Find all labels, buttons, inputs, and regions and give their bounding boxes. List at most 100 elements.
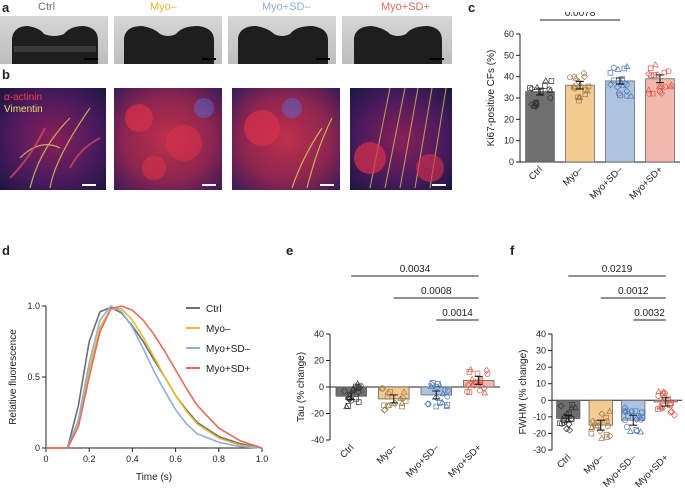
series-line-1	[46, 308, 263, 449]
data-point	[633, 415, 641, 423]
data-point	[378, 385, 385, 392]
x-tick-label: 1.0	[256, 454, 269, 464]
x-tick-label: Ctrl	[338, 442, 356, 460]
data-point	[656, 403, 664, 410]
data-point	[647, 65, 654, 72]
data-point	[603, 431, 610, 438]
data-point	[582, 91, 589, 98]
y-tick-label: -30	[533, 445, 546, 455]
brightfield-image-myo-minus	[114, 16, 222, 64]
data-point	[649, 90, 656, 97]
data-point	[575, 93, 583, 100]
y-axis-label: Relative fluorescence	[8, 329, 19, 425]
x-tick-label: 0.6	[169, 454, 182, 464]
data-point	[385, 401, 392, 409]
data-point	[354, 388, 362, 396]
data-point	[464, 381, 472, 389]
data-point	[471, 382, 478, 389]
x-tick-label: Ctrl	[527, 164, 545, 182]
chart-e-plot: -40 -20 0 20 40 Tau (% change) Ctrl Myo– Myo+SD–…	[296, 264, 500, 480]
data-point	[639, 409, 645, 416]
data-point	[429, 380, 436, 386]
data-point	[598, 410, 606, 418]
stain-label-actinin: α-actinin	[4, 92, 43, 103]
data-point	[427, 380, 435, 388]
data-point	[547, 94, 554, 101]
chart-e: -40 -20 0 20 40 Tau (% change) Ctrl Myo– Myo+SD–…	[296, 264, 500, 480]
x-tick-label: Myo+SD–	[588, 164, 626, 202]
y-tick-label: 60	[504, 29, 514, 39]
data-point	[399, 403, 405, 410]
x-tick-label: 0.8	[213, 454, 226, 464]
chart-f: -30 -20 -10 0 10 20 30 40 FWHM (% change) Ctrl Myo…	[518, 264, 682, 490]
fluorescence-image-myo-sd-plus	[350, 88, 452, 190]
data-point	[397, 395, 405, 402]
data-point	[661, 69, 668, 76]
data-point	[626, 427, 634, 434]
y-tick-label: 20	[314, 356, 324, 366]
data-point	[654, 71, 662, 79]
data-point	[613, 83, 621, 91]
chart-d-plot: 0 0.5 1.0 0 0.2 0.4 0.6 0.8 1.0 Time (s) Relative …	[8, 301, 268, 483]
data-point	[546, 86, 553, 93]
p-value-label: 0.0014	[442, 308, 473, 319]
data-point	[484, 370, 491, 377]
data-point	[381, 406, 389, 414]
data-point	[576, 97, 582, 104]
data-point	[530, 101, 538, 109]
header-myo-minus: Myo–	[150, 1, 177, 13]
data-point	[483, 367, 491, 375]
data-point	[628, 407, 636, 415]
brightfield-row	[0, 16, 452, 64]
y-tick-label: 0	[35, 443, 40, 453]
data-point	[606, 432, 614, 440]
chart-c-plot: 0 10 20 30 40 50 60 Ki67-positive CFs (%) Ctrl My…	[486, 12, 680, 202]
y-axis-label: Ki67-positive CFs (%)	[486, 50, 497, 147]
data-point	[527, 85, 533, 91]
data-point	[592, 421, 600, 428]
x-tick-label: Myo–	[561, 164, 586, 189]
brightfield-image-ctrl	[0, 16, 108, 64]
data-point	[583, 87, 591, 94]
data-point	[667, 407, 675, 415]
data-point	[548, 78, 555, 84]
data-point	[557, 402, 565, 410]
x-tick-label: Myo+SD+	[627, 164, 665, 202]
p-value-label: 0.0008	[421, 286, 452, 297]
bar	[605, 80, 635, 163]
data-point	[542, 83, 548, 89]
data-point	[466, 369, 473, 375]
data-point	[391, 399, 399, 407]
data-point	[617, 92, 623, 99]
header-myo-sd-plus: Myo+SD+	[381, 1, 430, 13]
y-tick-label: -40	[311, 435, 324, 445]
x-tick-label: Ctrl	[555, 452, 573, 470]
data-point	[468, 375, 476, 382]
data-point	[596, 427, 604, 435]
data-point	[437, 400, 443, 406]
chart-f-plot: -30 -20 -10 0 10 20 30 40 FWHM (% change) Ctrl Myo…	[518, 264, 682, 490]
data-point	[477, 377, 484, 383]
data-point	[528, 85, 536, 93]
header-myo-sd-minus: Myo+SD–	[262, 1, 311, 13]
data-point	[355, 399, 362, 405]
data-point	[652, 61, 659, 68]
data-point	[538, 88, 544, 95]
data-point	[622, 417, 628, 424]
data-point	[480, 384, 488, 392]
data-point	[659, 397, 667, 404]
brightfield-image-myo-sd-plus	[342, 16, 452, 64]
data-point	[610, 64, 617, 71]
legend-label: Ctrl	[206, 304, 222, 315]
data-point	[572, 404, 579, 411]
data-point	[580, 73, 588, 81]
p-value-label: 0.0034	[400, 264, 431, 275]
y-tick-label: 40	[504, 72, 514, 82]
data-point	[623, 87, 631, 95]
x-tick-label: Myo+SD+	[633, 452, 671, 490]
data-point	[621, 65, 628, 72]
panel-label-f: f	[510, 243, 515, 258]
fluorescence-image-myo-minus	[114, 88, 222, 190]
legend-label: Myo–	[206, 324, 231, 335]
x-tick-label: 0.2	[83, 454, 96, 464]
